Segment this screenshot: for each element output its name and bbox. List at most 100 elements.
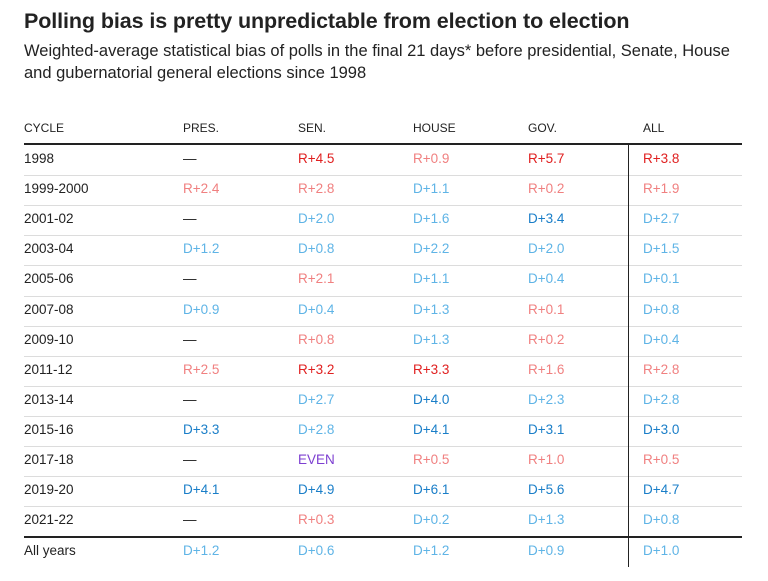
bias-value-gov: R+1.6 [528, 361, 565, 377]
table-row: 2011-12 R+2.5 R+3.2 R+3.3 R+1.6 R+2.8 [0, 356, 768, 386]
bias-value-all: R+0.5 [643, 452, 680, 467]
bias-value-sen: EVEN [298, 452, 335, 467]
cycle-label: 2003-04 [24, 241, 74, 257]
row-divider [24, 205, 742, 207]
cycle-label: 2021-22 [24, 512, 74, 528]
row-divider [24, 476, 742, 478]
bias-value-all: D+0.4 [643, 331, 680, 347]
row-divider [24, 415, 742, 417]
column-header-gov: GOV. [528, 121, 557, 135]
all-column-divider [628, 145, 629, 568]
column-header-house: HOUSE [413, 121, 456, 135]
bias-value-all: R+3.8 [643, 151, 680, 166]
cycle-label: 2005-06 [24, 271, 74, 287]
bias-value-gov: D+0.9 [528, 543, 565, 559]
chart-subtitle: Weighted-average statistical bias of pol… [24, 42, 730, 82]
bias-value-gov: R+5.7 [528, 151, 565, 166]
bias-value-all: D+3.0 [643, 421, 680, 437]
bias-value-pres: — [183, 151, 197, 166]
bias-value-pres: D+1.2 [183, 241, 220, 257]
bias-value-pres: D+3.3 [183, 421, 220, 437]
bias-value-pres: — [183, 452, 197, 467]
bias-value-pres: — [183, 391, 197, 407]
column-header-sen: SEN. [298, 121, 327, 135]
bias-value-pres: — [183, 211, 197, 227]
bias-value-all: D+1.5 [643, 241, 680, 257]
bias-value-all: R+2.8 [643, 361, 680, 377]
cycle-label: 1998 [24, 151, 55, 166]
bias-value-sen: D+0.4 [298, 301, 335, 317]
bias-value-gov: D+3.4 [528, 211, 565, 227]
cycle-label: 2009-10 [24, 331, 74, 347]
bias-value-house: R+0.5 [413, 452, 450, 467]
bias-value-pres: — [183, 512, 197, 528]
bias-value-gov: R+1.0 [528, 452, 565, 467]
bias-value-all: D+4.7 [643, 482, 680, 498]
row-divider [24, 446, 742, 447]
bias-value-gov: D+2.3 [528, 391, 565, 407]
row-divider [24, 325, 742, 327]
table-row: 1998 — R+4.5 R+0.9 R+5.7 R+3.8 [0, 145, 768, 175]
cycle-label: 2017-18 [24, 452, 74, 467]
bias-value-gov: R+0.1 [528, 301, 565, 317]
bias-value-sen: R+3.2 [298, 361, 335, 377]
column-header-all: ALL [643, 121, 665, 135]
column-header-pres: PRES. [183, 121, 220, 135]
table-row: 2013-14 — D+2.7 D+4.0 D+2.3 D+2.8 [0, 386, 768, 416]
row-divider [24, 506, 742, 508]
bias-value-pres: D+1.2 [183, 543, 220, 559]
row-divider [24, 385, 742, 387]
bias-value-pres: — [183, 271, 197, 287]
bias-value-all: D+2.8 [643, 391, 680, 407]
row-divider [24, 355, 742, 357]
bias-value-all: D+1.0 [643, 543, 680, 559]
bias-value-house: D+1.6 [413, 211, 450, 227]
table-row: 2005-06 — R+2.1 D+1.1 D+0.4 D+0.1 [0, 265, 768, 295]
bias-value-all: R+1.9 [643, 181, 680, 197]
bias-value-sen: R+2.1 [298, 271, 335, 287]
cycle-label: 2011-12 [24, 361, 73, 377]
table-header: CYCLE PRES. SEN. HOUSE GOV. ALL [0, 117, 768, 139]
table-row: 2007-08 D+0.9 D+0.4 D+1.3 R+0.1 D+0.8 [0, 296, 768, 326]
row-divider [24, 235, 742, 237]
bias-value-pres: R+2.5 [183, 361, 220, 377]
bias-value-sen: D+4.9 [298, 482, 335, 498]
row-divider [24, 295, 742, 297]
bias-value-house: D+6.1 [413, 482, 450, 498]
bias-value-sen: R+4.5 [298, 151, 335, 166]
bias-value-all: D+0.8 [643, 512, 680, 528]
cycle-label: 2019-20 [24, 482, 74, 498]
cycle-label: 2001-02 [24, 211, 74, 227]
bias-value-house: R+3.3 [413, 361, 450, 377]
table-row: 2021-22 — R+0.3 D+0.2 D+1.3 D+0.8 [0, 506, 768, 536]
bias-value-pres: — [183, 331, 197, 347]
bias-value-gov: D+2.0 [528, 241, 565, 257]
bias-value-gov: D+1.3 [528, 512, 565, 528]
bias-value-all: D+2.7 [643, 211, 680, 227]
cycle-label: 2013-14 [24, 391, 74, 407]
bias-value-gov: D+5.6 [528, 482, 565, 498]
bias-value-sen: D+2.0 [298, 211, 335, 227]
bias-value-sen: R+0.8 [298, 331, 335, 347]
column-header-cycle: CYCLE [24, 121, 65, 135]
bias-value-sen: D+2.8 [298, 421, 335, 437]
table-row: 2009-10 — R+0.8 D+1.3 R+0.2 D+0.4 [0, 326, 768, 356]
bias-value-house: D+4.0 [413, 391, 450, 407]
bias-value-all: D+0.1 [643, 271, 680, 287]
table-row: 2019-20 D+4.1 D+4.9 D+6.1 D+5.6 D+4.7 [0, 476, 768, 506]
bias-value-pres: R+2.4 [183, 181, 220, 197]
bias-value-house: D+1.2 [413, 543, 450, 559]
table-row: 2001-02 — D+2.0 D+1.6 D+3.4 D+2.7 [0, 205, 768, 235]
bias-value-all: D+0.8 [643, 301, 680, 317]
bias-value-pres: D+0.9 [183, 301, 220, 317]
bias-value-house: D+4.1 [413, 421, 450, 437]
bias-value-sen: D+2.7 [298, 391, 335, 407]
table-row: 2003-04 D+1.2 D+0.8 D+2.2 D+2.0 D+1.5 [0, 235, 768, 265]
bias-value-sen: R+2.8 [298, 181, 335, 197]
bias-value-house: D+0.2 [413, 512, 450, 528]
bias-value-house: D+1.1 [413, 271, 450, 287]
cycle-label: 2015-16 [24, 421, 74, 437]
cycle-label: 1999-2000 [24, 181, 89, 197]
table-row: 1999-2000 R+2.4 R+2.8 D+1.1 R+0.2 R+1.9 [0, 175, 768, 205]
chart-title: Polling bias is pretty unpredictable fro… [24, 9, 630, 33]
